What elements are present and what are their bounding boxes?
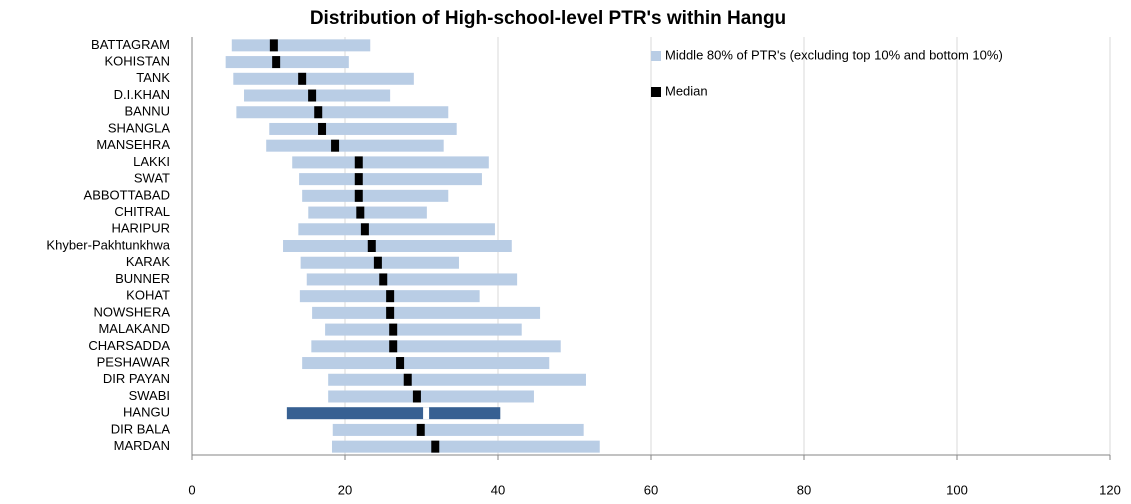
median-marker [373,256,382,269]
y-tick-label: KOHISTAN [105,54,171,69]
range-bar [286,407,501,420]
range-bar [331,440,600,453]
legend-swatch [651,51,661,61]
median-marker [367,240,376,252]
x-tick-label: 80 [797,482,811,497]
y-tick-label: BUNNER [115,271,170,286]
legend-label: Median [665,83,708,98]
range-bar [292,156,489,169]
median-marker [396,357,405,370]
median-marker [356,206,365,219]
x-tick-label: 100 [946,482,968,497]
y-tick-label: MALAKAND [98,321,170,336]
range-bar [328,390,534,403]
median-marker [314,106,323,119]
y-tick-label: BANNU [124,104,170,119]
y-tick-label: HANGU [123,405,170,420]
median-marker [331,139,340,152]
range-bar [332,423,584,436]
median-marker [272,56,281,69]
median-marker [360,223,369,236]
legend-swatch [651,87,661,97]
range-bar [299,173,482,186]
median-marker [269,39,278,52]
median-marker [431,440,440,453]
y-tick-label: MANSEHRA [96,137,170,152]
range-bar [266,139,444,152]
x-tick-label: 0 [188,482,195,497]
median-marker [416,423,425,436]
range-bar [306,273,518,286]
median-marker [354,173,363,186]
x-tick-label: 20 [338,482,352,497]
y-tick-label: CHITRAL [114,204,170,219]
x-tick-label: 60 [644,482,658,497]
median-marker [423,407,430,420]
median-marker [318,122,327,135]
y-tick-label: CHARSADDA [88,338,170,353]
median-marker [389,323,398,336]
y-tick-label: SHANGLA [108,120,170,135]
y-tick-label: BATTAGRAM [91,37,170,52]
median-marker [403,373,412,386]
range-bar [231,39,371,52]
y-tick-label: DIR PAYAN [103,371,170,386]
legend-label: Middle 80% of PTR's (excluding top 10% a… [665,47,1003,62]
range-bar [283,240,512,252]
x-tick-label: 40 [491,482,505,497]
y-tick-label: NOWSHERA [93,304,170,319]
range-bar [269,122,457,135]
y-tick-label: SWAT [134,171,170,186]
range-bar [312,306,541,319]
y-tick-label: PESHAWAR [97,354,170,369]
median-marker [386,290,395,303]
range-bar [308,206,427,219]
y-tick-label: D.I.KHAN [114,87,170,102]
y-tick-label: HARIPUR [111,221,170,236]
y-tick-label: SWABI [129,388,170,403]
y-tick-label: TANK [136,70,170,85]
range-bar [302,357,550,370]
median-marker [412,390,421,403]
median-marker [308,89,317,102]
range-bar [328,373,586,386]
median-marker [354,156,363,169]
x-tick-label: 120 [1099,482,1121,497]
median-marker [354,189,363,202]
median-marker [389,340,398,353]
range-bar [236,106,449,119]
y-tick-label: KARAK [126,254,170,269]
y-tick-label: MARDAN [114,438,170,453]
range-bar [225,56,349,69]
y-tick-label: Khyber-Pakhtunkhwa [46,237,170,252]
y-tick-label: LAKKI [133,154,170,169]
range-bar [244,89,391,102]
chart-title: Distribution of High-school-level PTR's … [310,8,786,29]
range-bar [325,323,522,336]
y-tick-label: DIR BALA [111,421,171,436]
range-bar [302,189,449,202]
y-tick-label: ABBOTTABAD [84,187,170,202]
range-bar [298,223,495,236]
median-marker [379,273,388,286]
median-marker [386,306,395,319]
range-bar [233,72,414,85]
median-marker [298,72,307,85]
range-bar [311,340,561,353]
y-tick-label: KOHAT [126,288,170,303]
